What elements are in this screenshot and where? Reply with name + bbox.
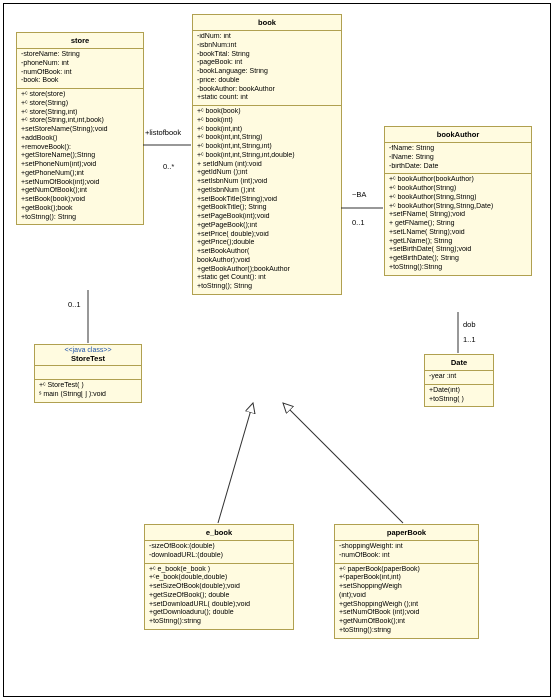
class-paperbook: paperBook -shoppingWeight: int -numOfBoo… (334, 524, 479, 639)
class-attributes: -fName: String -lName: String -birthDate… (385, 143, 531, 174)
class-attributes (35, 366, 141, 380)
assoc-mult-01: 0..1 (68, 300, 81, 309)
class-attributes: -idNum: int -isbnNum:int -bookTital: Str… (193, 31, 341, 106)
class-book: book -idNum: int -isbnNum:int -bookTital… (192, 14, 342, 295)
class-title: bookAuthor (385, 127, 531, 143)
assoc-label-dob: dob (463, 320, 476, 329)
class-title: StoreTest (39, 354, 137, 363)
assoc-mult-dob: 1..1 (463, 335, 476, 344)
class-operations: +ᶜ bookAuthor(bookAuthor) +ᶜ bookAuthor(… (385, 174, 531, 274)
assoc-label-listofbook: +listofbook (145, 128, 181, 137)
class-ebook: e_book -sizeOfBook:(double) -downloadURL… (144, 524, 294, 630)
class-title: book (193, 15, 341, 31)
class-title: Date (425, 355, 493, 371)
class-bookauthor: bookAuthor -fName: String -lName: String… (384, 126, 532, 276)
assoc-mult-0star: 0..* (163, 162, 174, 171)
class-attributes: -sizeOfBook:(double) -downloadURL:(doubl… (145, 541, 293, 564)
class-date: Date -year :int +Date(int) +toString( ) (424, 354, 494, 407)
class-attributes: -year :int (425, 371, 493, 385)
stereotype: <<java class>> (39, 347, 137, 354)
class-storetest: <<java class>> StoreTest +ᶜ StoreTest( )… (34, 344, 142, 403)
class-operations: +ᶜ store(store) +ᶜ store(String) +ᶜ stor… (17, 89, 143, 224)
class-title: store (17, 33, 143, 49)
diagram-frame: store -storeName: String -phoneNum: int … (3, 3, 551, 697)
class-title: paperBook (335, 525, 478, 541)
class-store: store -storeName: String -phoneNum: int … (16, 32, 144, 225)
class-operations: +ᶜ paperBook(paperBook) +ᶜpaperBook(int,… (335, 564, 478, 638)
class-title: e_book (145, 525, 293, 541)
class-header: <<java class>> StoreTest (35, 345, 141, 366)
class-operations: +ᶜ StoreTest( ) ˢ main (String[ ] ):void (35, 380, 141, 402)
class-operations: +ᶜ book(book) +ᶜ book(int) +ᶜ book(int,i… (193, 106, 341, 294)
assoc-label-ba: ~BA (352, 190, 366, 199)
class-attributes: -shoppingWeight: int -numOfBook: int (335, 541, 478, 564)
assoc-mult-ba: 0..1 (352, 218, 365, 227)
class-operations: +ᶜ e_book(e_book ) +ᶜe_book(double,doubl… (145, 564, 293, 629)
class-attributes: -storeName: String -phoneNum: int -numOf… (17, 49, 143, 89)
class-operations: +Date(int) +toString( ) (425, 385, 493, 407)
